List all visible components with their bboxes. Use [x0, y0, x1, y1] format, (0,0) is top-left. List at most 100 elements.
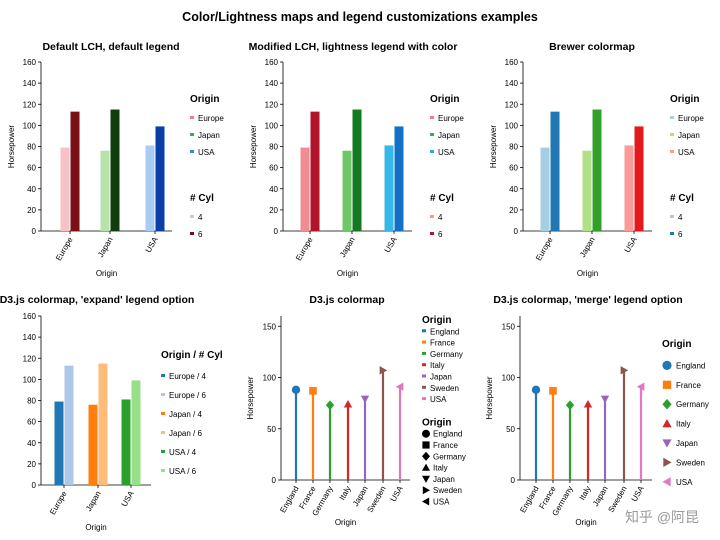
y-tick-label: 0: [511, 476, 516, 485]
point-sweden: [379, 366, 388, 375]
x-tick-label: Italy: [338, 485, 353, 502]
bar-europe-6: [310, 111, 320, 231]
y-tick-label: 20: [27, 206, 36, 215]
bar-europe-6: [64, 365, 74, 485]
chart-panel: Default LCH, default legend 0 20 40 60 80 100 1…: [7, 41, 224, 278]
bar-usa-4: [624, 145, 634, 231]
y-tick-label: 60: [27, 418, 36, 427]
legend-swatch: [190, 232, 194, 235]
point-england: [291, 385, 301, 394]
y-tick-label: 140: [265, 79, 279, 88]
y-tick-label: 40: [509, 185, 518, 194]
legend-marker: [662, 398, 672, 410]
legend-label: Germany: [430, 350, 463, 359]
point-italy: [583, 399, 593, 408]
legend-swatch: [190, 150, 194, 153]
legend-marker: [662, 419, 672, 428]
legend-swatch: [161, 374, 165, 377]
x-axis-label: Origin: [96, 269, 117, 278]
point-italy: [343, 399, 353, 408]
legend-swatch: [190, 215, 194, 218]
y-tick-label: 100: [23, 375, 37, 384]
legend-label: England: [676, 361, 705, 370]
y-tick-label: 60: [27, 164, 36, 173]
legend-title: Origin: [662, 339, 691, 350]
x-axis-label: Origin: [575, 518, 596, 527]
bar-japan-4: [100, 150, 110, 231]
y-tick-label: 0: [274, 227, 279, 236]
legend-label: Japan: [198, 131, 220, 140]
y-tick-label: 0: [272, 476, 277, 485]
bar-japan-6: [592, 109, 602, 231]
y-tick-label: 120: [23, 100, 37, 109]
legend-label: USA / 6: [169, 467, 197, 476]
legend-label: Sweden: [430, 384, 459, 393]
legend-label: Japan: [676, 439, 698, 448]
legend-marker: [662, 360, 672, 370]
chart-title: D3.js colormap: [309, 294, 384, 306]
y-axis-label: Horsepower: [246, 376, 255, 419]
bar-europe-4: [54, 401, 64, 485]
legend-marker: [422, 463, 430, 471]
legend-marker: [422, 451, 430, 461]
x-tick-label: Europe: [294, 235, 315, 262]
bar-europe-4: [540, 147, 550, 231]
chart-panel: D3.js colormap, 'merge' legend option 0 50…: [485, 294, 709, 527]
point-germany: [325, 400, 335, 411]
chart-title: Brewer colormap: [549, 41, 635, 53]
legend-label: Italy: [433, 464, 448, 473]
x-axis-label: Origin: [337, 269, 358, 278]
point-usa: [636, 382, 645, 391]
legend-marker: [422, 486, 430, 495]
bar-usa-4: [121, 399, 131, 485]
legend-marker: [422, 441, 430, 449]
chart-title: Default LCH, default legend: [42, 41, 179, 53]
legend-label: 4: [678, 213, 683, 222]
x-tick-label: England: [518, 485, 540, 515]
legend-title: Origin: [422, 417, 451, 428]
legend-title: Origin: [430, 94, 459, 105]
legend-label: Italy: [430, 361, 445, 370]
y-tick-label: 0: [32, 481, 37, 490]
x-axis-label: Origin: [335, 518, 356, 527]
x-axis-label: Origin: [85, 523, 106, 532]
legend-label: Europe: [678, 114, 704, 123]
legend-marker: [662, 439, 672, 448]
y-tick-label: 100: [505, 121, 519, 130]
y-axis-label: Horsepower: [7, 125, 16, 168]
legend-label: France: [433, 441, 458, 450]
bar-europe-4: [60, 147, 70, 231]
legend-label: USA: [438, 148, 455, 157]
legend-swatch: [422, 329, 426, 333]
legend-swatch: [422, 397, 426, 401]
legend-title: # Cyl: [670, 193, 694, 204]
bar-usa-4: [384, 145, 394, 231]
x-tick-label: Japan: [351, 485, 370, 508]
legend-label: Europe / 4: [169, 372, 206, 381]
y-tick-label: 40: [27, 439, 36, 448]
x-tick-label: USA: [389, 484, 405, 503]
y-axis-label: Horsepower: [489, 125, 498, 168]
legend-swatch: [430, 116, 434, 119]
y-tick-label: 100: [23, 121, 37, 130]
legend-swatch: [190, 116, 194, 119]
y-tick-label: 60: [509, 164, 518, 173]
point-germany: [565, 400, 575, 411]
x-tick-label: USA: [630, 484, 646, 503]
legend-label: Sweden: [676, 458, 705, 467]
y-tick-label: 50: [506, 425, 515, 434]
legend-swatch: [670, 150, 674, 153]
x-tick-label: Japan: [96, 236, 115, 259]
point-japan: [360, 395, 370, 404]
legend-swatch: [161, 431, 165, 434]
legend-marker: [662, 477, 671, 487]
bar-japan-6: [110, 109, 120, 231]
y-tick-label: 20: [27, 460, 36, 469]
legend-label: Italy: [676, 420, 691, 429]
legend-swatch: [430, 215, 434, 218]
point-usa: [395, 382, 404, 391]
y-tick-label: 150: [502, 322, 516, 331]
legend-title: # Cyl: [190, 193, 214, 204]
legend-label: 6: [438, 230, 443, 239]
